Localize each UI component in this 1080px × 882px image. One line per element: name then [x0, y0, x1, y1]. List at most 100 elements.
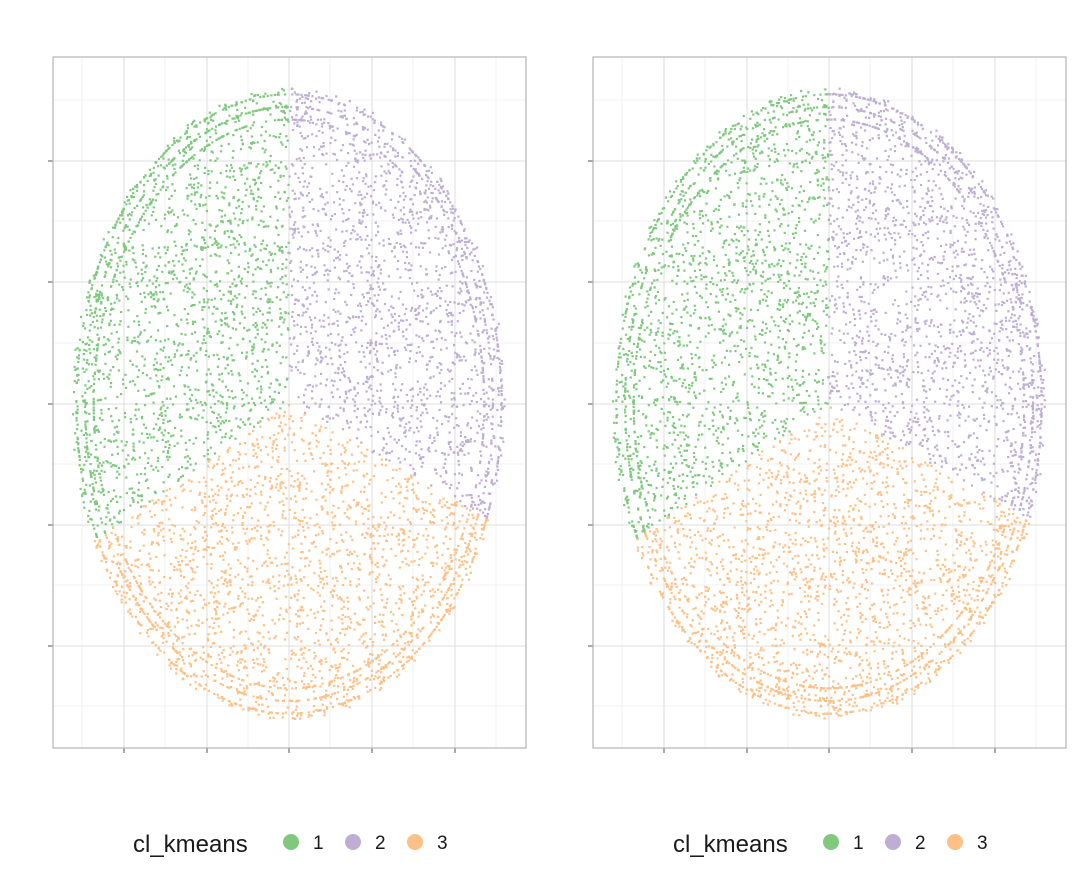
point	[144, 426, 147, 429]
point	[125, 295, 128, 298]
point	[186, 197, 189, 200]
point	[211, 617, 214, 620]
point	[343, 512, 346, 515]
point	[380, 207, 383, 210]
point	[168, 473, 171, 476]
point	[132, 196, 136, 199]
point	[302, 206, 305, 209]
point	[86, 453, 90, 456]
point	[414, 153, 417, 156]
point	[337, 276, 340, 279]
point	[201, 236, 204, 239]
point	[113, 464, 116, 467]
point	[173, 264, 176, 267]
point	[329, 448, 332, 451]
point	[184, 467, 187, 470]
point	[215, 512, 218, 515]
point	[262, 205, 266, 208]
point	[189, 173, 192, 176]
point	[252, 346, 256, 349]
point	[341, 144, 345, 147]
point	[273, 677, 276, 680]
point	[155, 293, 158, 296]
point	[232, 175, 235, 178]
point	[137, 323, 141, 327]
point	[240, 351, 244, 354]
point	[131, 247, 134, 250]
point	[116, 520, 119, 523]
point	[257, 187, 260, 190]
point	[288, 206, 291, 209]
point	[348, 379, 351, 382]
point	[336, 670, 339, 673]
point	[300, 193, 303, 196]
point	[350, 274, 353, 278]
point	[236, 199, 239, 202]
point	[173, 139, 176, 143]
point	[293, 192, 296, 195]
point	[115, 279, 118, 282]
point	[416, 393, 420, 396]
point	[296, 478, 299, 481]
point	[127, 309, 130, 312]
point	[138, 593, 142, 596]
point	[461, 259, 464, 262]
point	[487, 397, 490, 400]
point	[141, 252, 144, 256]
point	[476, 431, 479, 434]
point	[226, 272, 229, 275]
point	[224, 602, 227, 605]
point	[393, 163, 396, 166]
point	[434, 225, 437, 228]
point	[220, 220, 223, 223]
point	[296, 280, 299, 283]
point	[293, 593, 296, 596]
point	[137, 335, 140, 338]
point	[374, 314, 377, 317]
point	[250, 254, 253, 257]
point	[417, 172, 421, 176]
point	[185, 549, 188, 553]
point	[257, 713, 260, 716]
point	[488, 335, 491, 338]
point	[437, 329, 441, 332]
point	[387, 431, 390, 434]
point	[411, 150, 414, 153]
point	[331, 594, 334, 597]
point	[374, 353, 377, 356]
point	[86, 359, 89, 362]
point	[233, 405, 236, 408]
point	[207, 173, 210, 176]
point	[140, 215, 144, 218]
point	[261, 326, 264, 329]
point	[396, 268, 399, 271]
point	[125, 224, 128, 227]
point	[482, 426, 485, 429]
point	[204, 530, 207, 533]
point	[187, 654, 190, 658]
point	[429, 376, 432, 379]
point	[93, 311, 96, 314]
point	[350, 232, 353, 235]
point	[157, 252, 160, 255]
point	[427, 177, 430, 180]
point	[82, 433, 85, 437]
point	[273, 590, 276, 593]
point	[452, 578, 455, 581]
point	[201, 258, 204, 261]
point	[109, 266, 113, 269]
point	[471, 513, 474, 517]
point	[425, 408, 428, 411]
point	[328, 684, 331, 687]
point	[309, 118, 313, 121]
point	[410, 282, 414, 285]
point	[76, 374, 79, 377]
point	[189, 358, 192, 361]
point	[365, 685, 368, 688]
point	[457, 215, 460, 218]
point	[94, 363, 97, 366]
point	[382, 326, 386, 329]
point	[349, 626, 352, 629]
point	[106, 503, 109, 507]
point	[259, 420, 262, 423]
